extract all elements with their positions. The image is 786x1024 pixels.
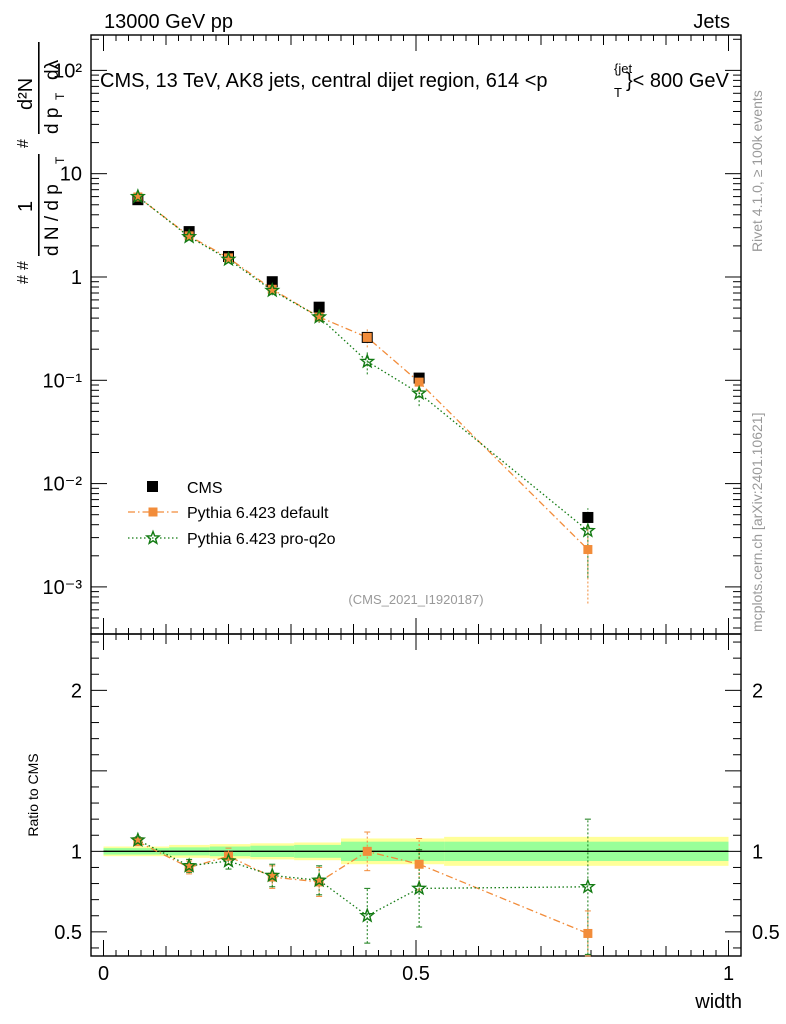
series-line-default bbox=[137, 196, 589, 550]
ratio-point-default bbox=[362, 846, 372, 856]
ylabel-hash-2: # bbox=[15, 139, 32, 148]
y-tick-label-ratio-left: 2 bbox=[71, 680, 82, 702]
data-point-default bbox=[267, 284, 277, 294]
data-point-pro bbox=[220, 250, 237, 267]
data-point-pro bbox=[181, 228, 198, 244]
plot-title: CMS, 13 TeV, AK8 jets, central dijet reg… bbox=[100, 70, 548, 92]
y-tick-label-ratio-left: 0.5 bbox=[54, 922, 82, 944]
data-point-pro bbox=[311, 308, 328, 324]
data-point-cms bbox=[266, 276, 278, 288]
ratio-point-pro bbox=[359, 907, 376, 923]
data-point-pro bbox=[359, 352, 376, 369]
data-point-default bbox=[184, 231, 194, 241]
legend-marker-pro bbox=[144, 529, 162, 545]
ylabel-dl: dλ bbox=[42, 59, 63, 80]
data-point-default bbox=[133, 192, 143, 202]
x-tick-label: 1 bbox=[723, 963, 734, 985]
ratio-point-pro bbox=[411, 879, 428, 896]
y-tick-label-top: 10⁻² bbox=[43, 474, 83, 496]
ratio-line-default bbox=[137, 841, 589, 935]
ylabel-fraction-bar-1 bbox=[38, 154, 40, 256]
ratio-point-default bbox=[267, 872, 277, 882]
data-point-default bbox=[362, 332, 372, 342]
legend: CMS Pythia 6.423 default Pythia 6.423 pr… bbox=[128, 480, 336, 548]
plot-layers: 0 0.5 1 10⁻³ 10⁻² 10⁻¹ 1 10 10² 0.5 0.5 1 1 2 2 bbox=[43, 34, 780, 985]
ratio-point-default bbox=[314, 877, 324, 887]
mcplots-label: mcplots.cern.ch [arXiv:2401.10621] bbox=[749, 413, 765, 632]
ratio-panel-frame bbox=[90, 633, 742, 957]
ratio-point-pro bbox=[181, 857, 198, 873]
data-point-default bbox=[314, 312, 324, 322]
ylabel-one: 1 bbox=[15, 201, 37, 212]
plot-title-sub: T bbox=[614, 85, 622, 100]
legend-marker-cms bbox=[147, 481, 158, 492]
ratio-point-pro bbox=[311, 871, 328, 888]
legend-label-cms: CMS bbox=[187, 480, 223, 497]
data-point-pro bbox=[129, 188, 146, 204]
ylabel-dn: d N / d p bbox=[42, 184, 63, 256]
ylabel-dpt-sub: T bbox=[53, 92, 67, 100]
data-point-default bbox=[583, 545, 593, 555]
ratio-point-default bbox=[583, 928, 593, 938]
legend-label-default: Pythia 6.423 default bbox=[187, 505, 329, 522]
data-point-pro bbox=[264, 281, 281, 298]
x-tick-label: 0 bbox=[98, 963, 109, 985]
legend-marker-default bbox=[148, 507, 158, 517]
ratio-point-pro bbox=[579, 878, 596, 894]
ratio-point-pro bbox=[264, 866, 281, 883]
analysis-watermark: (CMS_2021_I1920187) bbox=[348, 592, 483, 607]
y-axis-label-ratio: Ratio to CMS bbox=[25, 753, 41, 836]
y-tick-label-ratio-left: 1 bbox=[71, 841, 82, 863]
header-left: 13000 GeV pp bbox=[104, 11, 233, 33]
ratio-point-default bbox=[184, 862, 194, 872]
ylabel-fraction-bar-2 bbox=[38, 42, 40, 134]
plot-title-end: }< 800 GeV bbox=[626, 70, 730, 92]
header-right: Jets bbox=[693, 11, 730, 33]
plot-title-sup: {jet bbox=[614, 61, 632, 76]
data-point-pro bbox=[411, 384, 428, 401]
x-tick-label: 0.5 bbox=[402, 963, 430, 985]
rivet-label: Rivet 4.1.0, ≥ 100k events bbox=[749, 90, 765, 252]
y-tick-label-ratio-right: 0.5 bbox=[752, 922, 780, 944]
ratio-point-default bbox=[414, 859, 424, 869]
series-line-pro bbox=[137, 196, 589, 532]
data-point-default bbox=[224, 253, 233, 263]
data-point-cms bbox=[582, 511, 594, 523]
x-axis-label: width bbox=[694, 991, 742, 1013]
y-tick-label-top: 10² bbox=[53, 60, 82, 82]
legend-label-pro: Pythia 6.423 pro-q2o bbox=[187, 531, 336, 548]
ylabel-hash-1: # bbox=[15, 261, 32, 270]
y-tick-label-top: 10⁻³ bbox=[43, 577, 83, 599]
ylabel-d2n: d²N bbox=[15, 78, 37, 110]
data-point-cms bbox=[313, 301, 325, 313]
data-point-pro bbox=[579, 522, 596, 538]
y-tick-label-top: 10⁻¹ bbox=[43, 370, 83, 392]
y-axis-label-top: # 1 d N / d p T # d²N d p T dλ # bbox=[15, 42, 67, 284]
y-tick-label-top: 1 bbox=[71, 267, 82, 289]
y-tick-label-ratio-right: 1 bbox=[752, 841, 763, 863]
ylabel-dpt: d p bbox=[42, 108, 63, 134]
ylabel-hash-3: # bbox=[15, 275, 32, 284]
data-point-default bbox=[414, 377, 424, 387]
ratio-point-pro bbox=[220, 852, 237, 868]
y-tick-label-top: 10 bbox=[60, 164, 82, 186]
y-tick-label-ratio-right: 2 bbox=[752, 680, 763, 702]
ratio-point-pro bbox=[129, 831, 146, 847]
ratio-point-default bbox=[133, 837, 143, 847]
ylabel-dn-sub: T bbox=[53, 156, 67, 164]
